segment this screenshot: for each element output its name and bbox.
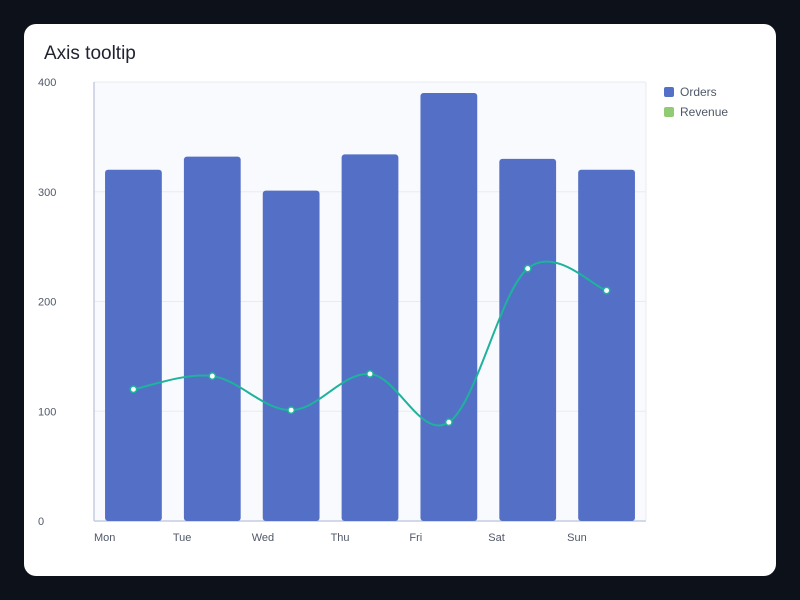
y-tick-label: 0 [38, 516, 44, 528]
point-revenue-sat[interactable] [523, 264, 532, 273]
x-tick-label: Thu [331, 532, 350, 544]
legend-item-orders[interactable]: Orders [664, 82, 728, 102]
point-revenue-tue[interactable] [208, 372, 217, 381]
revenue-points [129, 264, 611, 427]
x-tick-label: Tue [173, 532, 192, 544]
y-tick-label: 100 [38, 406, 56, 418]
legend-swatch-revenue [664, 107, 674, 117]
point-revenue-fri[interactable] [444, 418, 453, 427]
x-tick-label: Wed [252, 532, 274, 544]
x-axis-labels: Mon Tue Wed Thu Fri Sat Sun [94, 532, 587, 544]
point-revenue-sun[interactable] [602, 286, 611, 295]
bar-orders-fri[interactable] [420, 92, 478, 521]
legend-label-revenue: Revenue [680, 105, 729, 119]
y-tick-label: 200 [38, 297, 56, 309]
bar-orders-mon[interactable] [105, 169, 162, 522]
bar-orders-thu[interactable] [341, 154, 399, 521]
chart-title: Axis tooltip [44, 43, 136, 64]
bar-orders-wed[interactable] [262, 190, 320, 521]
legend-swatch-orders [664, 87, 674, 97]
point-revenue-wed[interactable] [287, 406, 296, 415]
x-tick-label: Fri [409, 532, 422, 544]
x-tick-label: Mon [94, 532, 115, 544]
legend-item-revenue[interactable]: Revenue [664, 102, 728, 122]
y-axis-labels: 0 100 200 300 400 [38, 77, 56, 528]
bar-orders-tue[interactable] [183, 156, 241, 521]
x-tick-label: Sun [567, 532, 587, 544]
x-tick-label: Sat [488, 532, 505, 544]
chart-card: Axis tooltip 0 100 200 300 400 Mon Tue Wed Thu F… [24, 24, 776, 576]
legend-label-orders: Orders [680, 85, 717, 99]
bar-orders-sat[interactable] [499, 158, 557, 521]
chart-svg: 0 100 200 300 400 Mon Tue Wed Thu Fri Sat Sun [38, 77, 647, 544]
point-revenue-thu[interactable] [366, 369, 374, 378]
y-tick-label: 300 [38, 187, 56, 199]
legend: Orders Revenue [664, 82, 728, 122]
bar-orders-sun[interactable] [578, 169, 635, 522]
point-revenue-mon[interactable] [129, 385, 138, 394]
orders-bars [105, 92, 635, 522]
y-tick-label: 400 [38, 77, 56, 89]
